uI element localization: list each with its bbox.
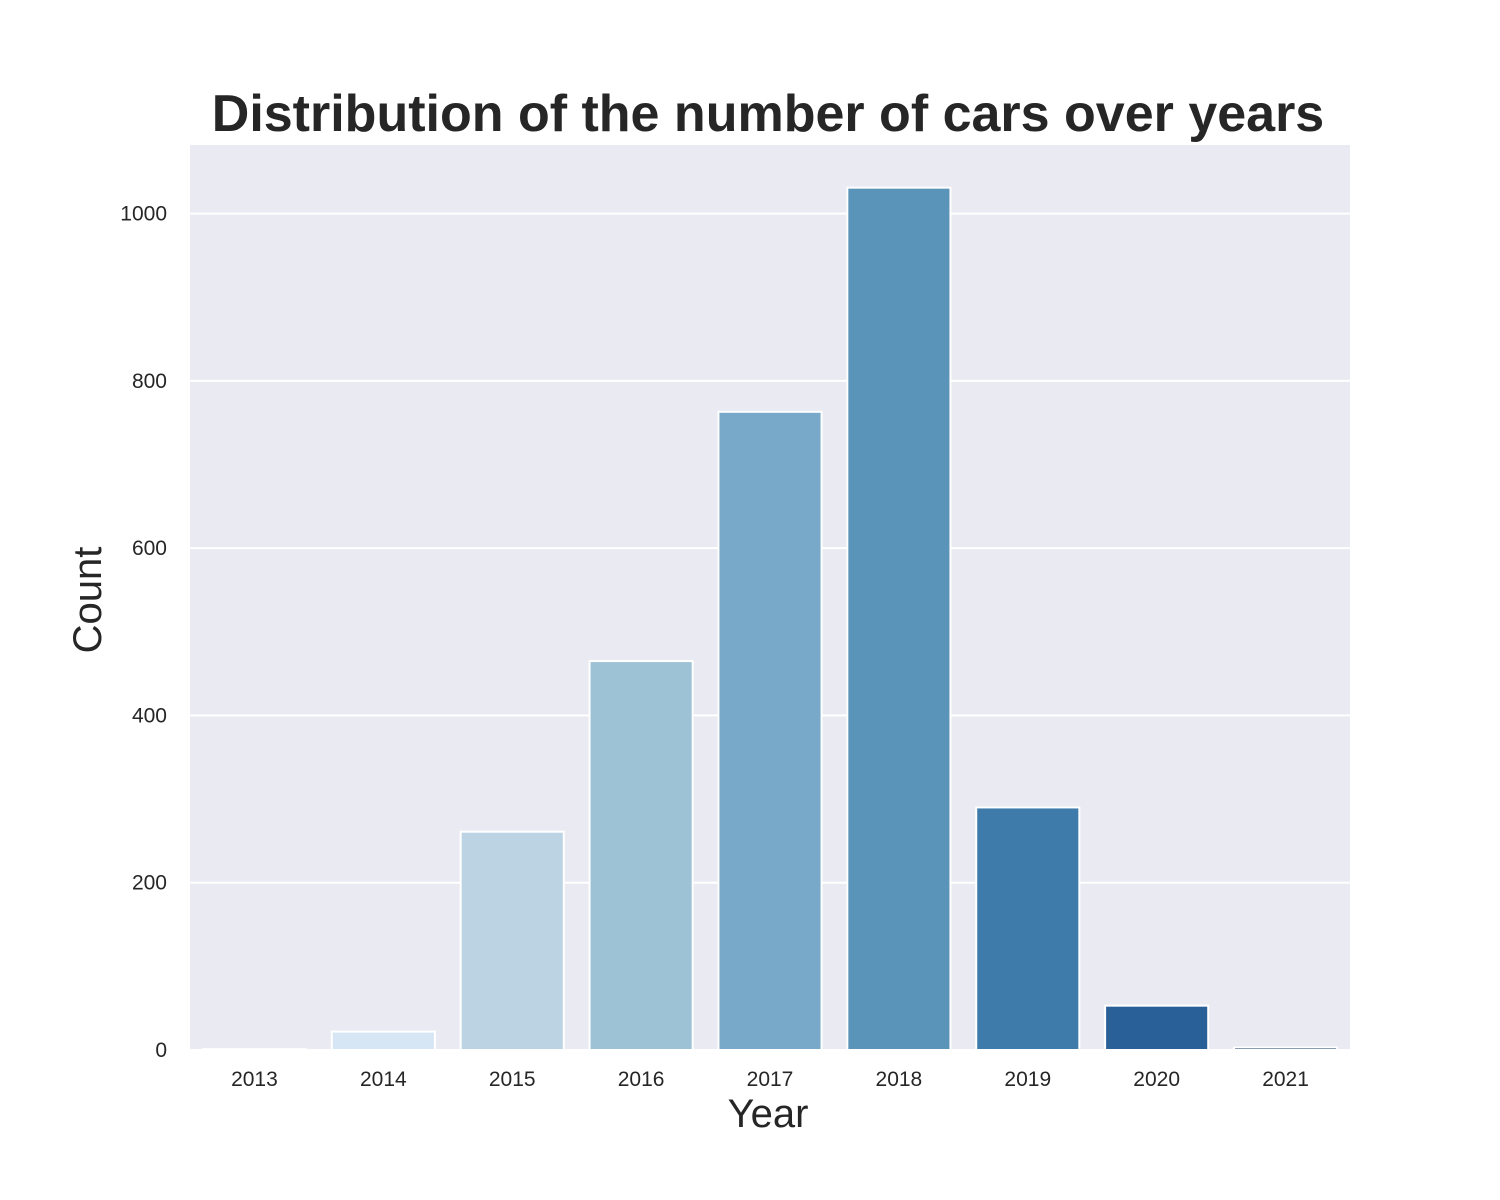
bar-2017 (717, 410, 823, 1051)
y-tick-label: 1000 (120, 203, 167, 226)
x-tick-label: 2016 (618, 1068, 665, 1091)
y-axis-label: Count (66, 547, 110, 654)
x-tick-label: 2021 (1262, 1068, 1309, 1091)
x-tick-label: 2017 (747, 1068, 794, 1091)
bar-2013 (201, 1048, 307, 1051)
x-axis-label: Year (728, 1092, 809, 1136)
bar-2014 (330, 1030, 436, 1051)
bar-2021 (1233, 1046, 1339, 1051)
x-tick-label: 2020 (1133, 1068, 1180, 1091)
chart-title: Distribution of the number of cars over … (212, 85, 1324, 143)
y-tick-label: 600 (132, 537, 167, 560)
bar-2020 (1104, 1004, 1210, 1051)
x-tick-label: 2018 (876, 1068, 923, 1091)
bar-2015 (459, 830, 565, 1051)
x-tick-labels: 2013 2014 2015 2016 2017 2018 2019 2020 2021 (231, 1068, 1309, 1091)
x-tick-label: 2019 (1004, 1068, 1051, 1091)
bar-2019 (975, 806, 1081, 1052)
x-tick-label: 2015 (489, 1068, 536, 1091)
y-tick-label: 0 (155, 1039, 167, 1062)
bar-2016 (588, 660, 694, 1051)
y-tick-label: 800 (132, 370, 167, 393)
y-tick-label: 200 (132, 872, 167, 895)
x-tick-label: 2014 (360, 1068, 407, 1091)
y-tick-labels: 0 200 400 600 800 1000 (120, 203, 167, 1062)
bars (201, 186, 1339, 1052)
y-tick-label: 400 (132, 704, 167, 727)
x-tick-label: 2013 (231, 1068, 278, 1091)
bar-2018 (846, 186, 952, 1052)
